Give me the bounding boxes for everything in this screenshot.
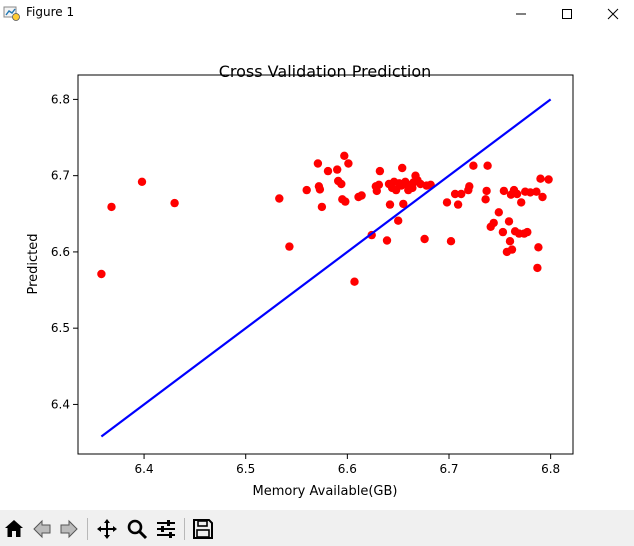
reference-line [100, 98, 552, 438]
scatter-point [536, 174, 545, 183]
scatter-point [507, 245, 517, 254]
x-tick-label: 6.7 [439, 462, 458, 476]
scatter-point [350, 277, 359, 286]
scatter-point [517, 198, 526, 207]
scatter-point [504, 217, 514, 226]
minimize-button[interactable] [498, 0, 544, 27]
y-tick-label: 6.6 [51, 245, 70, 259]
forward-button[interactable] [57, 517, 81, 541]
scatter-point [498, 227, 508, 237]
zoom-magnifier-icon [127, 519, 148, 540]
scatter-point [394, 216, 403, 225]
scatter-point [453, 200, 463, 209]
scatter-chart: 6.4 6.5 6.6 6.7 6.8 6.4 6.5 6.6 6.7 6.8 Cross Val… [26, 62, 574, 499]
chart-title: Cross Validation Prediction [219, 62, 432, 81]
scatter-point [337, 179, 346, 189]
save-floppy-icon [193, 519, 213, 539]
x-tick-label: 6.4 [135, 462, 154, 476]
x-tick-label: 6.6 [338, 462, 357, 476]
close-button[interactable] [590, 0, 634, 27]
configure-subplots-button[interactable] [154, 517, 178, 541]
scatter-point [313, 159, 323, 168]
scatter-point [526, 188, 535, 197]
window-title: Figure 1 [26, 5, 75, 19]
scatter-point [538, 192, 547, 202]
scatter-point [285, 242, 294, 251]
scatter-point [375, 166, 385, 176]
close-icon [607, 8, 619, 19]
scatter-point [107, 202, 116, 212]
axes-frame [77, 74, 574, 455]
window-titlebar: Figure 1 [0, 0, 634, 27]
forward-arrow-icon [60, 519, 78, 539]
scatter-point [317, 202, 327, 212]
home-icon [5, 520, 23, 537]
scatter-point [344, 159, 353, 168]
scatter-point [374, 180, 384, 189]
scatter-point [481, 195, 490, 204]
configure-subplots-icon [157, 520, 175, 538]
x-tick-label: 6.8 [541, 462, 560, 476]
x-tick-label: 6.5 [236, 462, 255, 476]
scatter-point [457, 189, 466, 199]
scatter-point [97, 269, 106, 279]
toolbar-separator [87, 518, 88, 540]
scatter-point [469, 161, 478, 170]
minimize-icon [516, 13, 526, 14]
scatter-point [302, 185, 311, 195]
figure-canvas: 6.4 6.5 6.6 6.7 6.8 6.4 6.5 6.6 6.7 6.8 Cross Val… [0, 27, 634, 510]
scatter-point [512, 189, 522, 199]
save-button[interactable] [191, 517, 215, 541]
pan-move-icon [97, 519, 117, 539]
scatter-point [170, 198, 179, 208]
x-axis-label: Memory Available(GB) [253, 484, 398, 499]
scatter-point [442, 198, 452, 207]
y-axis-label: Predicted [26, 233, 41, 294]
pan-button[interactable] [95, 517, 119, 541]
zoom-button[interactable] [125, 517, 149, 541]
scatter-point [465, 182, 474, 191]
y-tick-label: 6.5 [51, 321, 70, 335]
scatter-point [398, 163, 407, 173]
scatter-point [385, 200, 395, 209]
scatter-point [399, 199, 408, 209]
scatter-point [489, 218, 498, 228]
figure-app-icon [3, 4, 21, 22]
scatter-point [523, 227, 532, 237]
scatter-point [382, 236, 392, 245]
scatter-point [357, 191, 366, 200]
maximize-icon [562, 8, 572, 19]
toolbar-separator [184, 518, 185, 540]
scatter-point [323, 166, 333, 176]
scatter-point [137, 177, 147, 186]
scatter-point [533, 263, 542, 273]
scatter-point [275, 194, 284, 203]
navigation-toolbar [0, 510, 634, 546]
scatter-point [505, 237, 515, 246]
scatter-point [499, 186, 509, 196]
back-button[interactable] [30, 517, 54, 541]
scatter-point [315, 185, 325, 194]
back-arrow-icon [33, 519, 51, 539]
scatter-point [494, 208, 503, 217]
scatter-point [341, 197, 350, 206]
home-button[interactable] [2, 517, 26, 541]
scatter-point [482, 186, 491, 196]
scatter-point [483, 161, 492, 170]
scatter-point [544, 175, 553, 184]
scatter-point [420, 234, 429, 244]
scatter-point [532, 187, 541, 196]
y-tick-label: 6.7 [51, 169, 70, 183]
scatter-point [446, 237, 456, 246]
scatter-point [333, 165, 342, 174]
y-tick-label: 6.8 [51, 92, 70, 106]
maximize-button[interactable] [544, 0, 590, 27]
scatter-point [340, 151, 349, 160]
scatter-point [534, 243, 543, 252]
y-tick-label: 6.4 [51, 397, 70, 411]
scatter-point [450, 189, 460, 199]
